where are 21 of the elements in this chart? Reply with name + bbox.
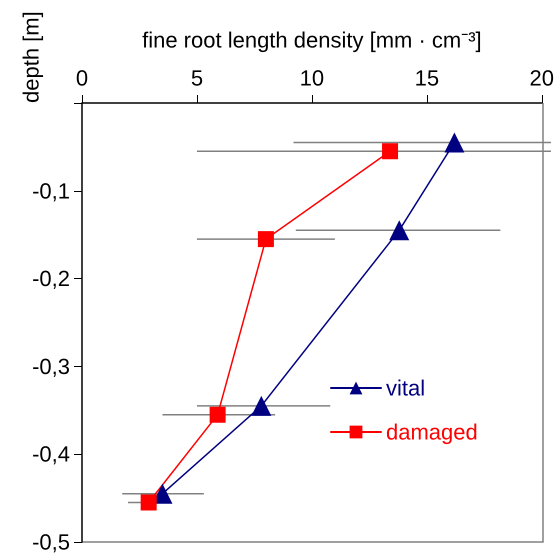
point [382,143,398,160]
x-tick-label: 10 [300,66,324,90]
y-tick-label: -0,1 [32,178,70,204]
point [258,231,274,248]
y-axis-title: depth [m] [18,11,44,103]
y-tick-label: -0,3 [32,354,70,379]
y-tick-label: -0,5 [32,530,70,554]
point [444,132,464,153]
x-tick-label: 15 [414,66,440,90]
legend-label: vital [386,376,426,400]
x-tick-label: 0 [76,66,88,90]
point [210,406,226,423]
y-tick-label: -0,2 [32,266,70,292]
x-axis-title: fine root length density [mm · cm⁻³] [142,28,482,52]
point [389,220,410,240]
point [140,494,157,510]
legend-label: damaged [386,420,478,444]
x-tick-label: 20 [530,66,554,90]
point [251,396,272,416]
y-tick-label: -0,4 [32,442,70,467]
x-tick-label: 5 [190,66,204,90]
